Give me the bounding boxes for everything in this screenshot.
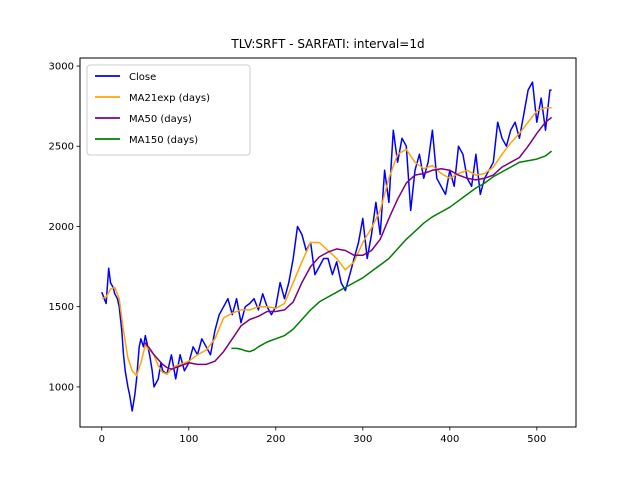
legend-label-3: MA150 (days)	[129, 135, 198, 146]
series-line-3	[231, 150, 553, 353]
y-axis: 1000 1500 2000 2500 3000	[49, 62, 80, 393]
legend: Close MA21exp (days) MA50 (days) MA150 (day…	[86, 64, 251, 156]
legend-box	[86, 64, 251, 156]
series-line-2	[143, 116, 553, 370]
x-tick-label-0: 0	[99, 434, 105, 445]
series-line-0	[101, 81, 552, 412]
x-tick-label-2: 200	[266, 434, 285, 445]
x-axis: 0 100 200 300 400 500	[99, 427, 546, 445]
legend-label-0: Close	[129, 72, 156, 83]
series-layer	[101, 81, 553, 412]
x-tick-label-3: 300	[353, 434, 372, 445]
y-tick-label-3: 2500	[49, 142, 74, 153]
x-tick-label-5: 500	[527, 434, 546, 445]
legend-label-1: MA21exp (days)	[129, 93, 210, 104]
x-tick-label-4: 400	[440, 434, 459, 445]
y-tick-label-4: 3000	[49, 62, 74, 73]
x-tick-label-1: 100	[179, 434, 198, 445]
y-tick-label-1: 1500	[49, 302, 74, 313]
y-tick-label-2: 2000	[49, 222, 74, 233]
chart-title: TLV:SRFT - SARFATI: interval=1d	[230, 37, 424, 51]
legend-label-2: MA50 (days)	[129, 114, 192, 125]
series-line-1	[101, 106, 552, 377]
plot-frame	[79, 57, 577, 428]
y-tick-label-0: 1000	[49, 382, 74, 393]
